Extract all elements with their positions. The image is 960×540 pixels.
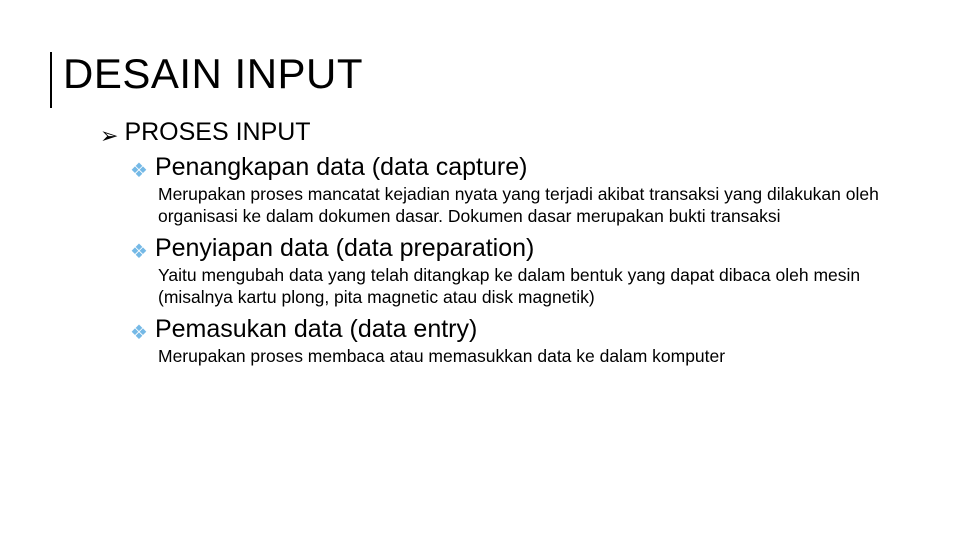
arrow-bullet-icon: ➢	[100, 125, 118, 147]
item-title: Penyiapan data (data preparation)	[155, 234, 534, 263]
content-area: ➢ PROSES INPUT ❖ Penangkapan data (data …	[50, 118, 900, 367]
diamond-bullet-icon: ❖	[130, 323, 148, 343]
items-list: ❖ Penangkapan data (data capture) Merupa…	[100, 153, 900, 367]
item-body: Merupakan proses membaca atau memasukkan…	[158, 346, 900, 368]
item-body-block: Merupakan proses mancatat kejadian nyata…	[130, 184, 900, 228]
item-title: Pemasukan data (data entry)	[155, 315, 477, 344]
list-item: ❖ Penyiapan data (data preparation) Yait…	[130, 234, 900, 309]
list-item: ❖ Pemasukan data (data entry) Merupakan …	[130, 315, 900, 368]
title-accent-bar	[50, 52, 52, 108]
item-body: Yaitu mengubah data yang telah ditangkap…	[158, 265, 900, 309]
item-body: Merupakan proses mancatat kejadian nyata…	[158, 184, 900, 228]
slide: DESAIN INPUT ➢ PROSES INPUT ❖ Penangkapa…	[0, 0, 960, 540]
section-heading: PROSES INPUT	[124, 118, 310, 147]
diamond-bullet-icon: ❖	[130, 161, 148, 181]
section-heading-row: ➢ PROSES INPUT	[100, 118, 900, 147]
diamond-bullet-icon: ❖	[130, 242, 148, 262]
item-title: Penangkapan data (data capture)	[155, 153, 528, 182]
list-item: ❖ Penangkapan data (data capture) Merupa…	[130, 153, 900, 228]
item-body-block: Yaitu mengubah data yang telah ditangkap…	[130, 265, 900, 309]
title-block: DESAIN INPUT	[50, 50, 900, 98]
slide-title: DESAIN INPUT	[63, 50, 900, 98]
item-body-block: Merupakan proses membaca atau memasukkan…	[130, 346, 900, 368]
